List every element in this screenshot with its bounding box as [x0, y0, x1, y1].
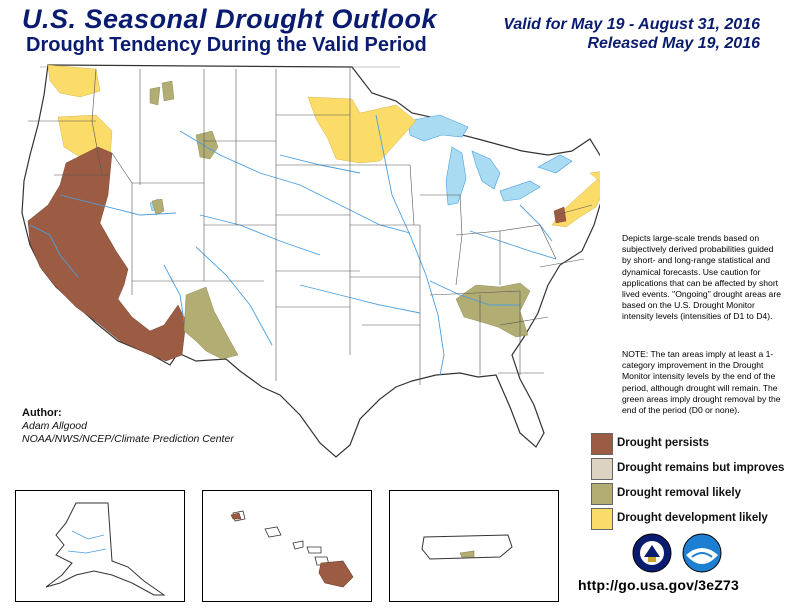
hawaii-inset — [202, 490, 372, 602]
source-url[interactable]: http://go.usa.gov/3eZ73 — [578, 577, 739, 593]
legend-swatch-drought-improves — [591, 458, 613, 480]
release-date: Released May 19, 2016 — [587, 35, 760, 52]
legend-label-drought-persists: Drought persists — [617, 437, 710, 449]
author-name: Adam Allgood — [22, 420, 87, 432]
drought-removal-areas — [149, 80, 531, 360]
legend-label-drought-development: Drought development likely — [617, 512, 768, 524]
noaa-logo — [632, 533, 672, 573]
great-lakes — [407, 114, 573, 206]
notes-description: Depicts large-scale trends based on subj… — [622, 233, 781, 322]
puerto-rico-inset — [389, 490, 559, 602]
alaska-inset — [15, 490, 185, 602]
state-borders — [28, 67, 593, 385]
legend-swatch-drought-persists — [591, 433, 613, 455]
legend-label-drought-removal: Drought removal likely — [617, 487, 741, 499]
conus-map — [21, 64, 600, 458]
legend-swatch-drought-development — [591, 508, 613, 530]
author-heading: Author: — [22, 407, 62, 419]
notes-tan-areas: NOTE: The tan areas imply at least a 1-c… — [622, 349, 781, 416]
page-subtitle: Drought Tendency During the Valid Period — [26, 34, 427, 56]
author-org: NOAA/NWS/NCEP/Climate Prediction Center — [22, 433, 234, 445]
legend-swatch-drought-removal — [591, 483, 613, 505]
drought-development-areas — [47, 64, 600, 228]
legend-label-drought-improves: Drought remains but improves — [617, 462, 785, 474]
page-title: U.S. Seasonal Drought Outlook — [22, 4, 438, 34]
nws-logo — [682, 533, 722, 573]
valid-period: Valid for May 19 - August 31, 2016 — [503, 16, 760, 33]
